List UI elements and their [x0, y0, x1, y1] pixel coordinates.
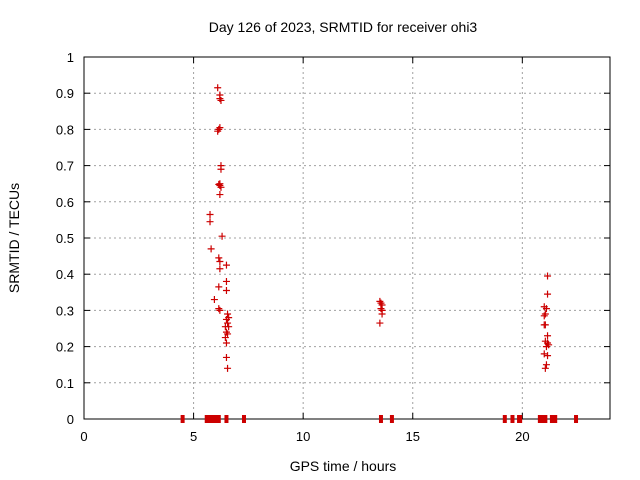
data-point [210, 296, 218, 304]
data-point [206, 218, 214, 226]
data-point [222, 315, 230, 323]
baseline-marker [224, 415, 229, 423]
baseline-marker [543, 415, 548, 423]
data-point [216, 306, 224, 314]
data-point [377, 305, 385, 313]
x-tick-label: 15 [406, 429, 420, 444]
baseline-marker [549, 415, 554, 423]
x-tick-label: 0 [80, 429, 87, 444]
baseline-marker [210, 415, 215, 423]
data-point [214, 84, 222, 92]
y-tick-label: 0.5 [56, 231, 74, 246]
data-point [222, 261, 230, 269]
y-tick-label: 0.8 [56, 122, 74, 137]
y-tick-label: 1 [67, 50, 74, 65]
baseline-marker [389, 415, 394, 423]
plot-frame [83, 56, 611, 420]
data-point [215, 305, 223, 313]
data-point [216, 265, 224, 273]
x-tick-label: 10 [296, 429, 310, 444]
y-tick-label: 0.7 [56, 159, 74, 174]
data-point [215, 180, 223, 188]
x-tick-label: 5 [190, 429, 197, 444]
data-point [542, 305, 550, 313]
x-axis-label: GPS time / hours [290, 458, 397, 474]
data-point [224, 319, 232, 327]
baseline-marker [180, 415, 185, 423]
data-point [216, 124, 224, 132]
y-tick-label: 0.4 [56, 267, 74, 282]
baseline-marker [502, 415, 507, 423]
data-point [542, 361, 550, 369]
data-point [544, 272, 552, 280]
data-point [376, 319, 384, 327]
y-tick-label: 0 [67, 412, 74, 427]
chart-title: Day 126 of 2023, SRMTID for receiver ohi… [209, 19, 478, 35]
baseline-marker [212, 415, 217, 423]
data-point [206, 210, 214, 218]
data-point [544, 352, 552, 360]
data-point [221, 323, 229, 331]
baseline-marker [216, 415, 221, 423]
baseline-marker [208, 415, 213, 423]
data-point [540, 312, 548, 320]
data-point [541, 310, 549, 318]
data-point [217, 165, 225, 173]
data-point [224, 364, 232, 372]
baseline-marker [540, 415, 545, 423]
grid [84, 57, 610, 419]
baseline-marker [378, 415, 383, 423]
data-point [216, 95, 224, 103]
data-point [542, 343, 550, 351]
data-point [224, 330, 232, 338]
baseline-marker [518, 415, 523, 423]
y-tick-labels: 0 0.1 0.2 0.3 0.4 0.5 0.6 0.7 0.8 0.9 1 [56, 50, 74, 427]
y-tick-label: 0.2 [56, 340, 74, 355]
data-point [215, 254, 223, 262]
y-tick-label: 0.6 [56, 195, 74, 210]
data-point [222, 286, 230, 294]
data-point [215, 283, 223, 291]
baseline-marker [214, 415, 219, 423]
baseline-marker [204, 415, 209, 423]
baseline-marker [574, 415, 579, 423]
axis-ticks [83, 56, 610, 420]
baseline-marker [553, 415, 558, 423]
data-point [378, 310, 386, 318]
y-tick-label: 0.9 [56, 86, 74, 101]
baseline-marker [510, 415, 515, 423]
data-point [222, 339, 230, 347]
data-point [214, 127, 222, 135]
x-tick-labels: 0 5 10 15 20 [80, 429, 529, 444]
data-point [216, 180, 224, 188]
data-point [540, 321, 548, 329]
data-point [221, 334, 229, 342]
data-point [216, 191, 224, 199]
data-points [180, 84, 579, 423]
data-point [544, 332, 552, 340]
data-point [217, 96, 225, 104]
data-point [216, 258, 224, 266]
data-point [222, 353, 230, 361]
data-point [541, 364, 549, 372]
y-axis-label: SRMTID / TECUs [6, 183, 22, 293]
baseline-marker [537, 415, 542, 423]
data-point [218, 232, 226, 240]
data-point [207, 245, 215, 253]
data-point [540, 350, 548, 358]
data-point [544, 290, 552, 298]
x-tick-label: 20 [515, 429, 529, 444]
data-point [222, 277, 230, 285]
data-point [215, 125, 223, 133]
baseline-marker [241, 415, 246, 423]
y-tick-label: 0.1 [56, 376, 74, 391]
y-tick-label: 0.3 [56, 303, 74, 318]
data-point [224, 310, 232, 318]
